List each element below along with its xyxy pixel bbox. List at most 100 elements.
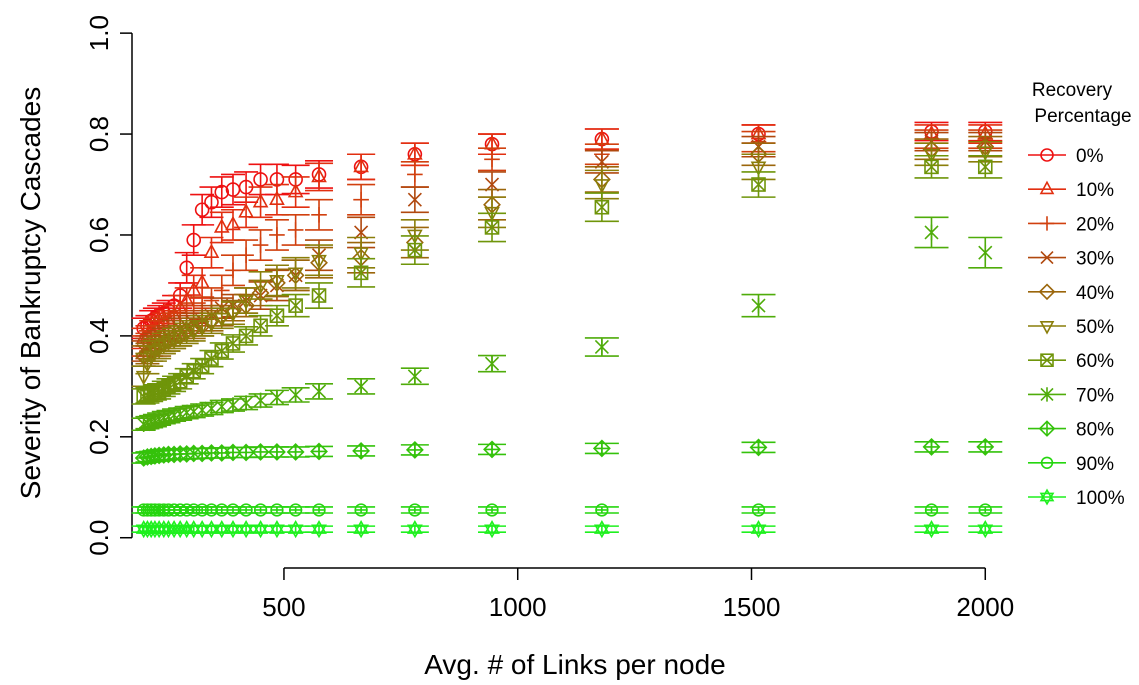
error-bar xyxy=(305,244,334,277)
data-point xyxy=(305,162,334,192)
data-point xyxy=(968,154,1003,179)
data-point xyxy=(281,213,310,246)
point-marker xyxy=(484,520,500,539)
data-point xyxy=(741,503,776,517)
point-marker xyxy=(239,395,254,411)
error-bar xyxy=(209,211,234,244)
data-point xyxy=(400,520,429,539)
point-marker xyxy=(269,389,285,406)
data-point xyxy=(220,301,245,326)
point-marker xyxy=(268,443,286,461)
data-point xyxy=(209,176,234,209)
point-marker xyxy=(311,206,327,223)
point-marker xyxy=(750,520,767,539)
data-point xyxy=(174,322,199,345)
x-tick-label: 1000 xyxy=(489,592,547,622)
point-marker xyxy=(353,520,369,539)
legend-title-line-2: Percentage xyxy=(1034,106,1131,127)
data-point xyxy=(281,443,310,461)
point-marker xyxy=(750,161,767,177)
legend-item: 100% xyxy=(1028,488,1125,509)
legend-label: 10% xyxy=(1076,180,1114,201)
data-point xyxy=(305,383,334,400)
point-marker xyxy=(287,520,304,539)
point-marker xyxy=(185,325,202,341)
point-marker xyxy=(751,503,766,517)
point-marker xyxy=(594,179,610,194)
error-bar xyxy=(584,525,619,533)
point-marker xyxy=(407,368,422,385)
legend-marker xyxy=(1039,320,1055,335)
point-marker xyxy=(749,438,768,457)
data-point xyxy=(968,520,1003,539)
series-70pct xyxy=(131,216,1003,432)
series-100pct xyxy=(131,520,1003,539)
point-marker xyxy=(408,503,422,517)
point-marker xyxy=(354,378,369,395)
data-point xyxy=(264,304,289,327)
data-point xyxy=(347,257,376,288)
legend-item: 90% xyxy=(1028,454,1114,475)
point-marker xyxy=(186,363,202,379)
error-bar xyxy=(181,224,206,256)
point-marker xyxy=(214,398,229,415)
data-point xyxy=(181,224,206,256)
data-point xyxy=(584,192,619,223)
point-marker xyxy=(924,224,939,241)
data-point xyxy=(234,503,259,517)
point-marker xyxy=(238,520,254,539)
data-point xyxy=(400,440,429,459)
point-marker xyxy=(213,520,230,539)
point-marker xyxy=(178,328,195,343)
data-point xyxy=(305,244,334,277)
data-point xyxy=(281,503,310,517)
point-marker xyxy=(311,383,327,400)
point-marker xyxy=(166,333,182,348)
data-point xyxy=(914,216,949,249)
x-tick-label: 1500 xyxy=(723,592,781,622)
x-tick-label: 2000 xyxy=(956,592,1014,622)
point-marker xyxy=(238,247,254,263)
legend-marker xyxy=(1039,488,1055,506)
point-marker xyxy=(135,370,152,386)
error-bar xyxy=(281,525,310,533)
point-marker xyxy=(253,392,268,409)
point-marker xyxy=(287,182,304,198)
legend-marker xyxy=(1040,456,1054,469)
point-marker xyxy=(311,288,327,303)
point-marker xyxy=(311,520,327,539)
point-marker xyxy=(194,202,210,218)
data-point xyxy=(234,196,259,229)
point-marker xyxy=(288,298,303,313)
point-marker xyxy=(226,503,240,517)
legend-item: 20% xyxy=(1028,214,1114,235)
data-point xyxy=(584,439,619,458)
point-marker xyxy=(194,320,210,335)
legend-title-line-1: Recovery xyxy=(1032,80,1113,101)
error-bar xyxy=(234,196,259,229)
point-marker xyxy=(407,242,423,258)
point-marker xyxy=(922,437,941,456)
point-marker xyxy=(353,157,369,173)
data-point xyxy=(584,337,619,357)
error-bar xyxy=(914,525,949,533)
data-point xyxy=(968,236,1003,269)
legend-label: 100% xyxy=(1076,488,1125,509)
error-bar xyxy=(264,183,289,216)
legend-label: 80% xyxy=(1076,420,1114,441)
point-marker xyxy=(312,503,326,517)
point-marker xyxy=(924,159,939,175)
data-point xyxy=(347,503,376,517)
point-marker xyxy=(252,280,269,295)
point-marker xyxy=(215,503,229,517)
legend-marker xyxy=(1040,251,1054,265)
legend-item: 0% xyxy=(1028,146,1104,167)
data-point xyxy=(234,395,259,411)
data-point xyxy=(209,211,234,244)
legend-label: 0% xyxy=(1076,146,1104,167)
point-marker xyxy=(252,520,269,539)
point-marker xyxy=(924,503,939,517)
data-point xyxy=(234,287,259,314)
legend-marker xyxy=(1040,353,1054,368)
